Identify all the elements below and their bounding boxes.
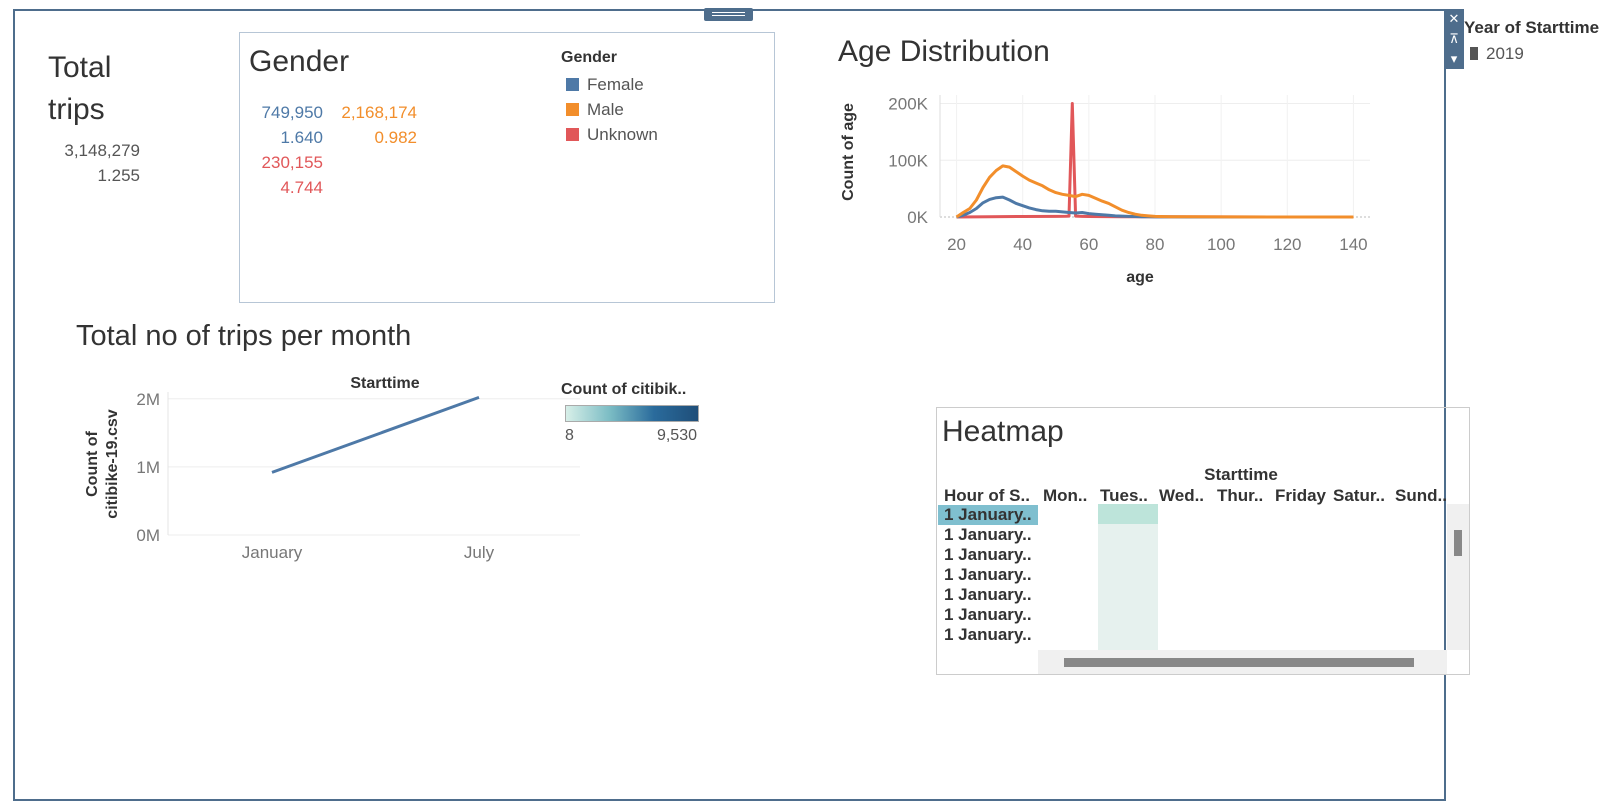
trips-chart-header: Starttime: [350, 375, 419, 392]
age-x-tick: 100: [1207, 235, 1235, 254]
total-trips-title-line2: trips: [48, 93, 105, 126]
age-x-axis-label: age: [1126, 269, 1154, 286]
dropdown-arrow-icon[interactable]: ▾: [1450, 51, 1458, 66]
male-ratio: 0.982: [374, 128, 417, 147]
gender-title: Gender: [249, 45, 350, 78]
male-swatch: [566, 103, 579, 116]
heatmap-cell-highlight[interactable]: [1098, 504, 1158, 524]
age-series: [955, 102, 1354, 219]
heatmap-tuesday-column[interactable]: [1098, 504, 1158, 650]
trips-y-tick: 1M: [136, 458, 160, 477]
legend-label-male: Male: [587, 100, 624, 119]
age-x-tick: 140: [1339, 235, 1367, 254]
legend-item-female[interactable]: Female: [566, 75, 644, 95]
total-trips-title: Total trips: [48, 47, 111, 131]
unknown-count: 230,155: [261, 153, 323, 172]
age-y-tick: 100K: [888, 151, 928, 170]
total-trips-title-line1: Total: [48, 51, 112, 84]
legend-label-unknown: Unknown: [587, 125, 658, 144]
heatmap-column-header[interactable]: Mon..: [1043, 486, 1088, 505]
selected-row-highlight[interactable]: [938, 505, 1038, 525]
female-ratio: 1.640: [280, 128, 323, 147]
drag-handle[interactable]: [704, 8, 753, 21]
unknown-swatch: [566, 128, 579, 141]
age-chart[interactable]: 200K 100K 0K 20 40 60 80 100 120 140 Count of ag…: [835, 80, 1395, 295]
age-gridlines: [939, 95, 1370, 218]
age-x-tick: 120: [1273, 235, 1301, 254]
legend-item-male[interactable]: Male: [566, 100, 624, 120]
legend-item-unknown[interactable]: Unknown: [566, 125, 658, 145]
age-chart-title: Age Distribution: [838, 35, 1050, 68]
trips-gridlines: [167, 392, 580, 536]
unknown-ratio: 4.744: [280, 178, 323, 197]
trips-y-label-line1: Count of: [84, 430, 101, 496]
heatmap-row-label[interactable]: 1 January..: [944, 525, 1032, 544]
heatmap-rows: 1 January.. 1 January.. 1 January.. 1 Janua…: [944, 505, 1044, 650]
floating-toolbar: ✕ ⊼ ▾: [1444, 9, 1464, 69]
heatmap-column-header[interactable]: Sund..: [1395, 486, 1447, 505]
gender-panel[interactable]: [239, 32, 775, 303]
age-x-axis: 20 40 60 80 100 120 140: [947, 235, 1368, 254]
heatmap-row-label[interactable]: 1 January..: [944, 625, 1032, 644]
heatmap-column-header[interactable]: Friday: [1275, 486, 1327, 505]
trips-x-tick: January: [242, 543, 303, 562]
heatmap-row-header[interactable]: Hour of S..: [944, 486, 1030, 505]
heatmap-title: Heatmap: [942, 415, 1064, 448]
heatmap-row-label[interactable]: 1 January..: [944, 565, 1032, 584]
total-trips-count: 3,148,279: [64, 141, 140, 160]
horizontal-scrollbar[interactable]: [1038, 650, 1447, 674]
heatmap-row-label[interactable]: 1 January..: [944, 505, 1032, 524]
age-y-tick: 0K: [907, 208, 928, 227]
age-y-tick: 200K: [888, 95, 928, 114]
close-icon[interactable]: ✕: [1448, 11, 1460, 26]
trips-y-axis: 2M 1M 0M: [136, 390, 160, 545]
age-x-tick: 20: [947, 235, 966, 254]
trips-y-label-line2: citibike-19.csv: [104, 409, 121, 519]
male-count: 2,168,174: [341, 103, 417, 122]
heatmap-row-label[interactable]: 1 January..: [944, 605, 1032, 624]
checkbox-icon[interactable]: [1470, 47, 1478, 60]
age-y-axis-label: Count of age: [840, 103, 857, 201]
heatmap-header: Starttime: [1204, 465, 1278, 484]
age-x-tick: 80: [1146, 235, 1165, 254]
age-x-tick: 60: [1079, 235, 1098, 254]
color-legend-min: 8: [565, 427, 574, 444]
female-count: 749,950: [261, 103, 323, 122]
female-swatch: [566, 78, 579, 91]
trips-series: [271, 395, 480, 474]
heatmap-column-header[interactable]: Thur..: [1217, 486, 1264, 505]
color-legend-title: Count of citibik..: [561, 381, 687, 398]
trips-chart-title: Total no of trips per month: [76, 320, 412, 352]
heatmap-column-header[interactable]: Tues..: [1100, 486, 1148, 505]
heatmap-row-label[interactable]: 1 January..: [944, 545, 1032, 564]
heatmap-column-header[interactable]: Wed..: [1159, 486, 1205, 505]
age-series-male[interactable]: [955, 164, 1354, 219]
vertical-scroll-thumb[interactable]: [1454, 530, 1462, 556]
year-filter-item[interactable]: 2019: [1470, 44, 1524, 64]
heatmap-row-label[interactable]: 1 January..: [944, 585, 1032, 604]
heatmap-panel[interactable]: [936, 407, 1470, 675]
trips-y-tick: 0M: [136, 526, 160, 545]
trips-x-tick: July: [464, 543, 495, 562]
year-filter-value: 2019: [1486, 44, 1524, 63]
pin-icon[interactable]: ⊼: [1449, 31, 1459, 46]
trips-chart[interactable]: Starttime 2M 1M 0M January July Count of ci…: [75, 370, 605, 580]
age-x-tick: 40: [1013, 235, 1032, 254]
legend-label-female: Female: [587, 75, 644, 94]
horizontal-scroll-thumb[interactable]: [1064, 658, 1414, 667]
age-y-axis: 200K 100K 0K: [888, 95, 928, 227]
color-legend-max: 9,530: [656, 427, 697, 444]
total-trips-ratio: 1.255: [97, 166, 140, 185]
trips-y-tick: 2M: [136, 390, 160, 409]
gender-legend-title: Gender: [561, 49, 618, 66]
year-filter-title: Year of Starttime: [1464, 18, 1600, 37]
trips-series-line[interactable]: [271, 395, 480, 474]
heatmap-column-header[interactable]: Satur..: [1333, 486, 1385, 505]
color-ramp: [565, 405, 699, 422]
vertical-scrollbar[interactable]: [1447, 504, 1469, 650]
trips-x-axis: January July: [242, 543, 495, 562]
